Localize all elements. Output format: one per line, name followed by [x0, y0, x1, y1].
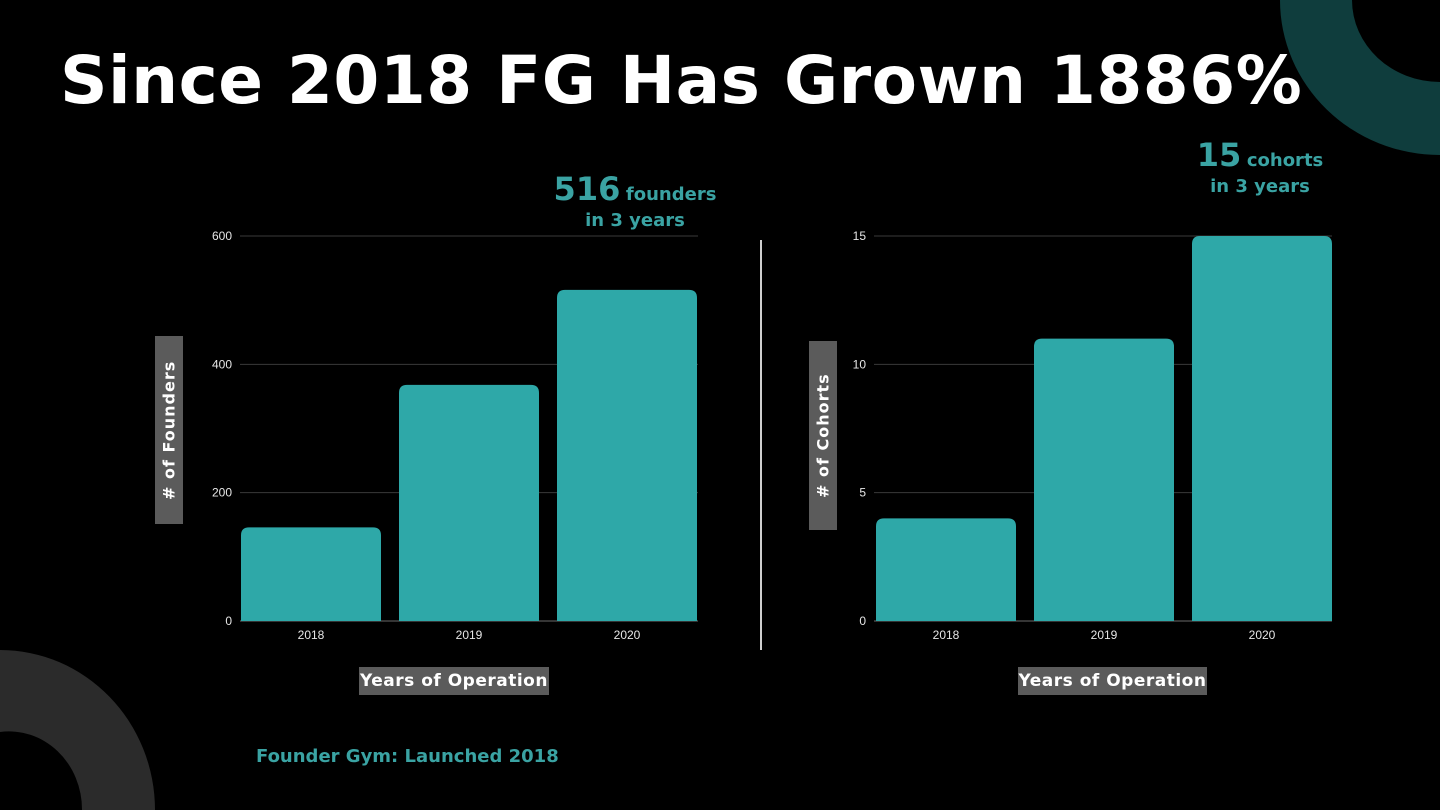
- founders-callout-unit: founders: [625, 184, 717, 205]
- cohorts-callout: 15 cohorts in 3 years: [1170, 136, 1350, 197]
- founders-x-tick-label: 2018: [298, 628, 325, 642]
- cohorts-y-tick-label: 15: [853, 229, 867, 243]
- cohorts-bar-2019: [1034, 338, 1174, 621]
- chart-divider: [760, 240, 762, 650]
- founders-x-axis-label: Years of Operation: [359, 667, 549, 695]
- cohorts-callout-subtext: in 3 years: [1210, 176, 1310, 197]
- cohorts-callout-number: 15: [1196, 136, 1242, 174]
- cohorts-x-tick-label: 2018: [933, 628, 960, 642]
- cohorts-bar-chart: 0 5 10 15 2018 2019 2020: [853, 229, 1332, 642]
- founders-y-tick-label: 400: [212, 357, 232, 371]
- cohorts-y-tick-label: 10: [853, 357, 867, 371]
- founders-x-tick-label: 2019: [456, 628, 483, 642]
- cohorts-y-tick-label: 5: [859, 486, 866, 500]
- founders-y-tick-label: 600: [212, 229, 232, 243]
- founders-callout-subtext: in 3 years: [585, 210, 685, 231]
- founders-bar-2018: [241, 527, 381, 621]
- founders-callout: 516 founders in 3 years: [540, 170, 730, 231]
- cohorts-bar-2020: [1192, 236, 1332, 621]
- cohorts-x-tick-label: 2019: [1091, 628, 1118, 642]
- cohorts-x-tick-label: 2020: [1249, 628, 1276, 642]
- founders-bar-2020: [557, 289, 697, 621]
- founders-y-tick-label: 200: [212, 486, 232, 500]
- footer-text: Founder Gym: Launched 2018: [256, 746, 559, 767]
- founders-callout-number: 516: [553, 170, 621, 208]
- cohorts-bar-2018: [876, 518, 1016, 621]
- founders-bar-2019: [399, 384, 539, 621]
- cohorts-x-axis-label: Years of Operation: [1018, 667, 1207, 695]
- cohorts-callout-unit: cohorts: [1246, 150, 1324, 171]
- cohorts-y-tick-label: 0: [859, 614, 866, 628]
- founders-y-tick-label: 0: [225, 614, 232, 628]
- founders-bar-chart: 0 200 400 600 2018 2019 2020: [212, 229, 698, 642]
- founders-y-axis-label: # of Founders: [155, 336, 183, 524]
- founders-x-tick-label: 2020: [614, 628, 641, 642]
- page-title: Since 2018 FG Has Grown 1886%: [60, 42, 1303, 119]
